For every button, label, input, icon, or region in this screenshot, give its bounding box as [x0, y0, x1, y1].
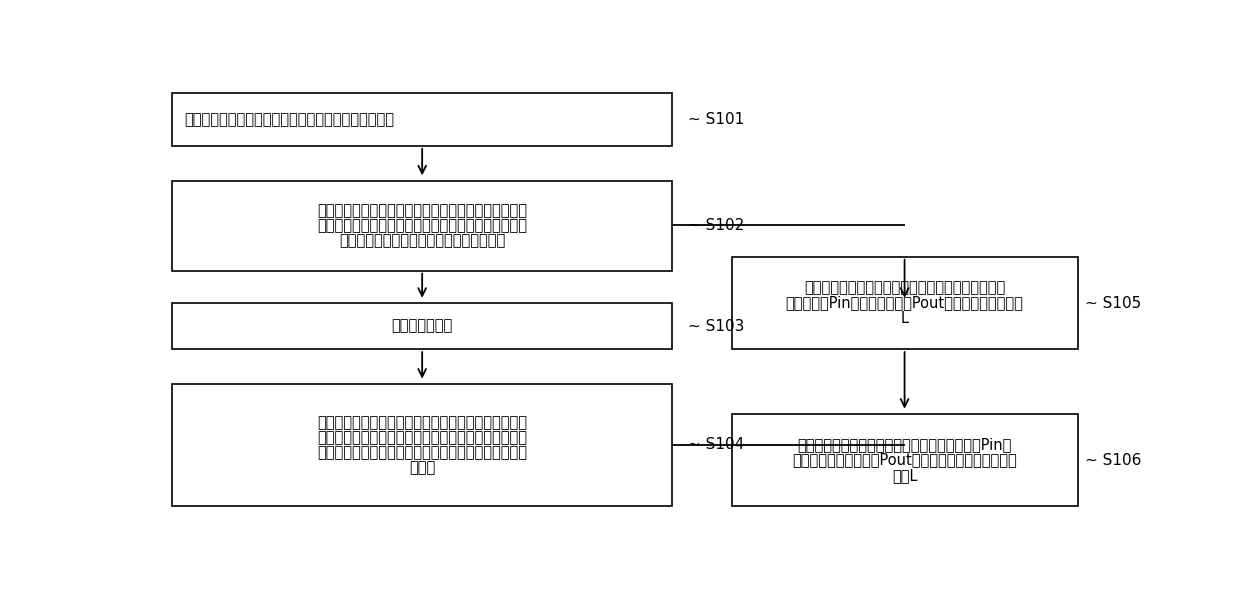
Text: ∼ S106: ∼ S106	[1085, 452, 1142, 467]
Bar	[172, 303, 672, 349]
Text: 检测室内温度值: 检测室内温度值	[392, 319, 453, 334]
Text: 风机的转速Pin、外风机的转速Pout和电子膨胀阀的开度: 风机的转速Pin、外风机的转速Pout和电子膨胀阀的开度	[786, 295, 1023, 311]
Bar	[172, 384, 672, 506]
Text: 在控制空调重新开启运行时，控制内风机以转速Pin运: 在控制空调重新开启运行时，控制内风机以转速Pin运	[797, 437, 1012, 452]
Text: 当室内温度值满足第二预设条件，且第二预设条件达到: 当室内温度值满足第二预设条件，且第二预设条件达到	[317, 415, 527, 430]
Text: 在控制空调停止运行时，记录空调在停止运行时的内: 在控制空调停止运行时，记录空调在停止运行时的内	[804, 280, 1006, 295]
Text: 小频率，且第一预设条件与空调的工作频率为最小频率: 小频率，且第一预设条件与空调的工作频率为最小频率	[317, 218, 527, 233]
Text: 开启运行后的空调的工作频率为对最小频率进行补偿后: 开启运行后的空调的工作频率为对最小频率进行补偿后	[317, 445, 527, 460]
Text: 度为L: 度为L	[892, 468, 918, 483]
Bar	[172, 181, 672, 271]
Bar	[732, 414, 1078, 506]
Text: 行，控制外风机以转速Pout运行，控制电子膨胀阀的开: 行，控制外风机以转速Pout运行，控制电子膨胀阀的开	[792, 452, 1017, 467]
Text: ∼ S104: ∼ S104	[688, 437, 744, 452]
Text: ∼ S101: ∼ S101	[688, 112, 744, 127]
Text: ∼ S103: ∼ S103	[688, 319, 745, 334]
Text: 第二预设时长时，控制空调重新开启运行，其中，重新: 第二预设时长时，控制空调重新开启运行，其中，重新	[317, 430, 527, 445]
Text: 在制冷模式下，实时检测室内温度值和空调的工作频率: 在制冷模式下，实时检测室内温度值和空调的工作频率	[184, 112, 394, 127]
Text: ∼ S105: ∼ S105	[1085, 295, 1142, 311]
Text: 均达到第一预设时长时，控制空调停止运行: 均达到第一预设时长时，控制空调停止运行	[339, 233, 505, 248]
Bar	[172, 93, 672, 146]
Text: L: L	[900, 311, 909, 326]
Text: ∼ S102: ∼ S102	[688, 218, 744, 233]
Text: 的频率: 的频率	[409, 460, 435, 475]
Text: 当室内温度值满足第一预设条件，空调的工作频率为最: 当室内温度值满足第一预设条件，空调的工作频率为最	[317, 203, 527, 218]
Bar	[732, 257, 1078, 349]
